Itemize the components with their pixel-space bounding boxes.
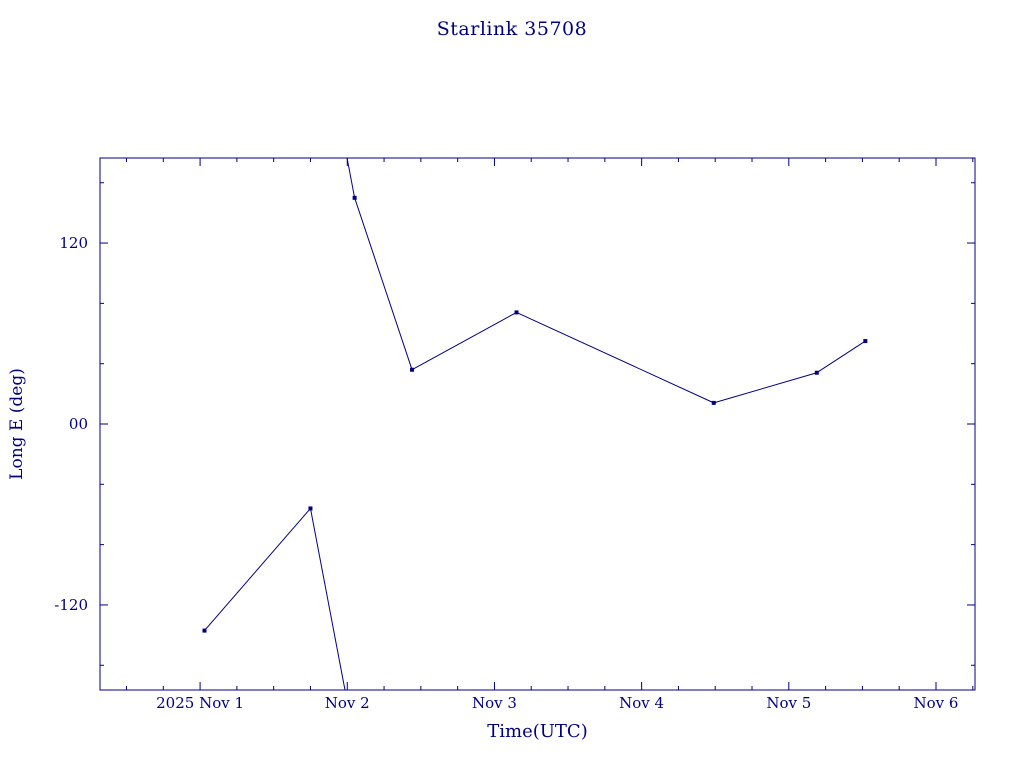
x-axis-label: Time(UTC) xyxy=(487,721,587,742)
data-point-marker xyxy=(711,400,716,405)
y-tick-label: -120 xyxy=(54,596,88,614)
data-point-marker xyxy=(514,310,519,315)
x-axis-ticks: 2025 Nov 1 Nov 2 Nov 3 Nov 4 Nov 5 Nov 6 xyxy=(125,158,974,712)
data-point-marker xyxy=(352,195,357,200)
plot-frame xyxy=(99,157,976,691)
chart-title: Starlink 35708 xyxy=(436,18,588,40)
data-point-marker xyxy=(308,506,313,511)
x-tick-label: Nov 4 xyxy=(619,694,664,712)
data-point-marker xyxy=(410,367,415,372)
data-point-marker xyxy=(814,370,819,375)
x-tick-label: Nov 5 xyxy=(766,694,811,712)
y-axis-ticks: 120 00 -120 xyxy=(54,182,975,666)
y-tick-label: 120 xyxy=(59,234,88,252)
x-tick-label: Nov 3 xyxy=(472,694,517,712)
data-point-marker xyxy=(202,628,207,633)
x-tick-label: Nov 6 xyxy=(914,694,959,712)
data-point-marker xyxy=(863,339,868,344)
y-tick-label: 00 xyxy=(69,415,88,433)
x-tick-label: 2025 Nov 1 xyxy=(156,694,244,712)
y-axis-label: Long E (deg) xyxy=(7,368,27,480)
data-point-markers xyxy=(202,195,868,633)
data-line xyxy=(204,158,866,690)
x-tick-label: Nov 2 xyxy=(325,694,370,712)
